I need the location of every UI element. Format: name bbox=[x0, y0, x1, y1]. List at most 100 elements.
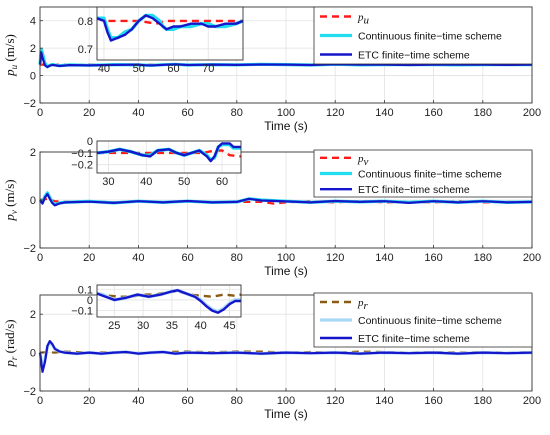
inset: 25 30 35 40 45 −0.100.1 bbox=[71, 284, 242, 332]
x-tick-label: 40 bbox=[132, 107, 144, 119]
y-axis-label: pr (rad/s) bbox=[2, 319, 19, 367]
x-tick-label: 200 bbox=[523, 107, 541, 119]
y-tick-label: 2 bbox=[30, 147, 36, 159]
inset: 40 50 60 70 0.7 0.8 bbox=[78, 6, 244, 75]
x-tick-label: 80 bbox=[231, 252, 243, 264]
inset-y-tick-label: −0.1 bbox=[71, 306, 93, 318]
inset-y-tick-label: 0 bbox=[87, 136, 93, 148]
x-tick-label: 0 bbox=[37, 395, 43, 407]
inset-x-tick-label: 35 bbox=[166, 320, 178, 332]
inset-area bbox=[97, 7, 243, 60]
inset-box bbox=[96, 140, 242, 174]
x-tick-label: 100 bbox=[277, 395, 295, 407]
inset: 30 40 50 60 −0.2−0.10 bbox=[71, 136, 242, 188]
x-tick-label: 40 bbox=[132, 252, 144, 264]
inset-x-tick-label: 40 bbox=[195, 320, 207, 332]
x-tick-label: 140 bbox=[375, 252, 393, 264]
y-tick-label: 4 bbox=[30, 16, 36, 28]
legend-label-2: Continuous finite−time scheme bbox=[358, 169, 502, 181]
y-axis-label: pu (m/s) bbox=[2, 34, 19, 77]
legend-label-1: pu bbox=[357, 12, 370, 27]
legend: pr Continuous finite−time scheme ETC finit… bbox=[313, 292, 533, 348]
x-tick-label: 0 bbox=[37, 107, 43, 119]
y-tick-label: 2 bbox=[30, 43, 36, 55]
series-group bbox=[38, 47, 533, 69]
inset-x-tick-label: 40 bbox=[98, 63, 110, 75]
y-tick-label: −2 bbox=[23, 386, 36, 398]
series-group bbox=[38, 340, 533, 373]
x-tick-label: 200 bbox=[523, 395, 541, 407]
inset-box bbox=[96, 284, 242, 318]
x-tick-label: 160 bbox=[424, 395, 442, 407]
y-tick-label: −2 bbox=[23, 243, 36, 255]
x-tick-label: 40 bbox=[132, 395, 144, 407]
x-tick-label: 60 bbox=[181, 395, 193, 407]
x-axis-label: Time (s) bbox=[264, 264, 308, 278]
x-tick-label: 120 bbox=[326, 395, 344, 407]
inset-y-tick-label: 0.7 bbox=[78, 44, 93, 56]
x-tick-label: 120 bbox=[326, 107, 344, 119]
inset-y-tick-label: 0 bbox=[87, 295, 93, 307]
y-axis-label: pv (m/s) bbox=[2, 179, 19, 221]
x-tick-label: 100 bbox=[277, 252, 295, 264]
inset-x-tick-label: 40 bbox=[140, 176, 152, 188]
x-tick-label: 180 bbox=[474, 395, 492, 407]
x-tick-label: 100 bbox=[277, 107, 295, 119]
inset-y-tick-label: 0.8 bbox=[78, 16, 93, 28]
legend-label-3: ETC finite−time scheme bbox=[358, 333, 470, 345]
x-tick-label: 160 bbox=[424, 107, 442, 119]
x-tick-label: 20 bbox=[83, 107, 95, 119]
x-tick-label: 200 bbox=[523, 252, 541, 264]
inset-x-tick-label: 25 bbox=[108, 320, 120, 332]
y-tick-label: 0 bbox=[30, 195, 36, 207]
x-tick-label: 180 bbox=[474, 107, 492, 119]
inset-series-1 bbox=[97, 149, 242, 158]
inset-x-tick-label: 70 bbox=[202, 63, 214, 75]
inset-x-tick-label: 30 bbox=[137, 320, 149, 332]
y-tick-label: 0 bbox=[30, 348, 36, 360]
inset-x-tick-label: 30 bbox=[102, 176, 114, 188]
x-tick-label: 80 bbox=[231, 107, 243, 119]
x-tick-label: 80 bbox=[231, 395, 243, 407]
x-axis-label: Time (s) bbox=[264, 119, 308, 133]
inset-series-3 bbox=[96, 14, 244, 42]
series-line-3 bbox=[38, 340, 533, 373]
inset-x-tick-label: 50 bbox=[133, 63, 145, 75]
inset-y-tick-label: −0.1 bbox=[71, 148, 93, 160]
legend: pu Continuous finite−time scheme ETC finit… bbox=[313, 6, 533, 65]
x-tick-label: 20 bbox=[83, 252, 95, 264]
legend-label-2: Continuous finite−time scheme bbox=[358, 31, 502, 43]
x-tick-label: 160 bbox=[424, 252, 442, 264]
inset-y-tick-label: 0.1 bbox=[78, 284, 93, 296]
legend-label-1: pv bbox=[357, 153, 369, 168]
x-tick-label: 140 bbox=[375, 395, 393, 407]
inset-x-tick-label: 60 bbox=[167, 63, 179, 75]
x-axis-label: Time (s) bbox=[264, 407, 308, 421]
inset-x-tick-label: 60 bbox=[216, 176, 228, 188]
series-group bbox=[38, 191, 533, 207]
inset-series-3 bbox=[96, 289, 241, 314]
x-tick-label: 60 bbox=[181, 107, 193, 119]
inset-series-3 bbox=[96, 142, 241, 163]
series-line-3 bbox=[39, 192, 533, 207]
y-tick-label: 0 bbox=[30, 71, 36, 83]
inset-box bbox=[96, 6, 244, 61]
y-tick-label: 2 bbox=[30, 309, 36, 321]
legend-label-2: Continuous finite−time scheme bbox=[358, 315, 502, 327]
x-tick-label: 180 bbox=[474, 252, 492, 264]
legend-label-3: ETC finite−time scheme bbox=[358, 184, 470, 196]
inset-x-tick-label: 50 bbox=[178, 176, 190, 188]
x-tick-label: 140 bbox=[375, 107, 393, 119]
inset-y-tick-label: −0.2 bbox=[71, 160, 93, 172]
legend-label-3: ETC finite−time scheme bbox=[358, 50, 470, 62]
x-tick-label: 20 bbox=[83, 395, 95, 407]
inset-x-tick-label: 45 bbox=[223, 320, 235, 332]
x-tick-label: 60 bbox=[181, 252, 193, 264]
series-line-3 bbox=[38, 51, 533, 69]
y-tick-label: −2 bbox=[23, 98, 36, 110]
